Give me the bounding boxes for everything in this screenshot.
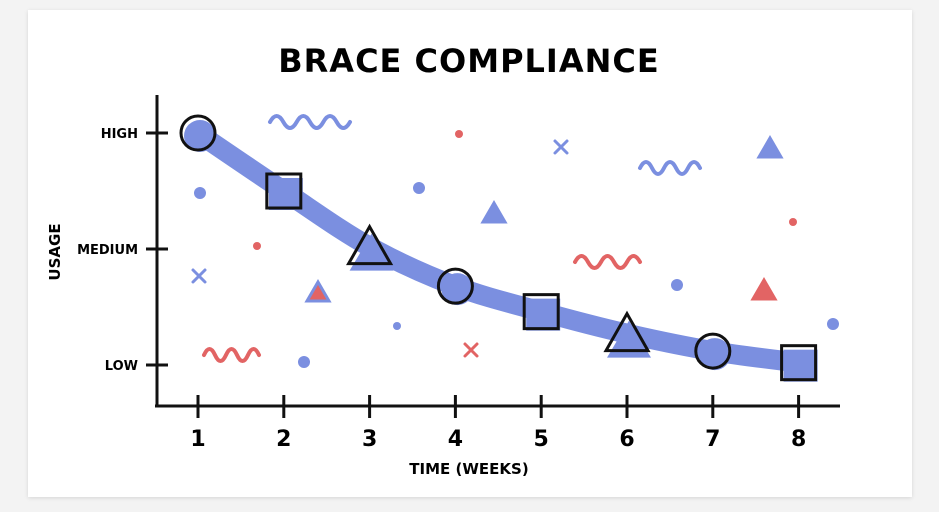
marker-outline bbox=[346, 223, 394, 266]
data-point-triangle bbox=[603, 310, 651, 358]
confetti-dot bbox=[393, 322, 401, 330]
marker-fill bbox=[698, 338, 731, 371]
confetti-squiggle bbox=[638, 160, 702, 176]
marker-fill bbox=[783, 349, 818, 382]
x-tick-label: 5 bbox=[534, 427, 549, 452]
series-line bbox=[188, 123, 809, 373]
marker-fill bbox=[441, 273, 474, 306]
data-point-square bbox=[265, 172, 303, 210]
data-point-triangle bbox=[346, 223, 394, 271]
marker-fill bbox=[184, 120, 216, 152]
marker-outline bbox=[694, 332, 732, 370]
confetti-triangle bbox=[304, 279, 332, 303]
x-tick-label: 4 bbox=[448, 427, 463, 452]
confetti-dot bbox=[671, 279, 683, 291]
marker-outline bbox=[780, 344, 818, 382]
confetti-squiggle bbox=[268, 114, 352, 130]
marker-outline bbox=[265, 172, 303, 210]
marker-fill bbox=[268, 178, 303, 210]
data-point-circle bbox=[436, 267, 474, 306]
chart-card bbox=[28, 10, 912, 497]
marker-outline bbox=[603, 310, 651, 353]
confetti-dot bbox=[413, 182, 425, 194]
y-axis-label: USAGE bbox=[46, 223, 64, 280]
data-point-square bbox=[522, 293, 561, 331]
chart-title: BRACE COMPLIANCE bbox=[278, 42, 659, 80]
confetti-squiggle bbox=[573, 254, 642, 270]
confetti-dot bbox=[253, 242, 261, 250]
data-point-circle bbox=[694, 332, 732, 371]
data-point-circle bbox=[179, 114, 217, 152]
x-tick-label: 6 bbox=[619, 427, 634, 452]
x-tick-label: 3 bbox=[362, 427, 377, 452]
y-tick-label: HIGH bbox=[101, 127, 138, 142]
confetti-triangle bbox=[750, 277, 778, 301]
marker-fill bbox=[607, 320, 651, 358]
confetti-x-icon bbox=[191, 268, 207, 284]
marker-fill bbox=[526, 298, 561, 331]
confetti-triangle bbox=[756, 135, 784, 159]
x-tick-label: 1 bbox=[190, 427, 205, 452]
confetti-x-icon bbox=[553, 139, 569, 155]
decorations bbox=[191, 114, 839, 368]
marker-outline bbox=[522, 293, 560, 331]
confetti-triangle bbox=[480, 200, 508, 224]
x-tick-label: 8 bbox=[791, 427, 806, 452]
confetti-dot bbox=[455, 130, 463, 138]
x-axis-label: TIME (WEEKS) bbox=[409, 460, 528, 478]
y-tick-label: LOW bbox=[105, 359, 138, 374]
confetti-squiggle bbox=[202, 347, 261, 363]
marker-outline bbox=[179, 114, 217, 152]
confetti-dot bbox=[194, 187, 206, 199]
x-tick-label: 2 bbox=[276, 427, 291, 452]
marker-outline bbox=[436, 267, 474, 305]
confetti-dot bbox=[789, 218, 797, 226]
confetti-dot bbox=[827, 318, 839, 330]
x-tick-label: 7 bbox=[705, 427, 720, 452]
confetti-dot bbox=[298, 356, 310, 368]
data-point-square bbox=[780, 344, 818, 382]
confetti-x-icon bbox=[463, 342, 479, 358]
y-tick-label: MEDIUM bbox=[77, 243, 138, 258]
marker-fill bbox=[349, 233, 394, 271]
